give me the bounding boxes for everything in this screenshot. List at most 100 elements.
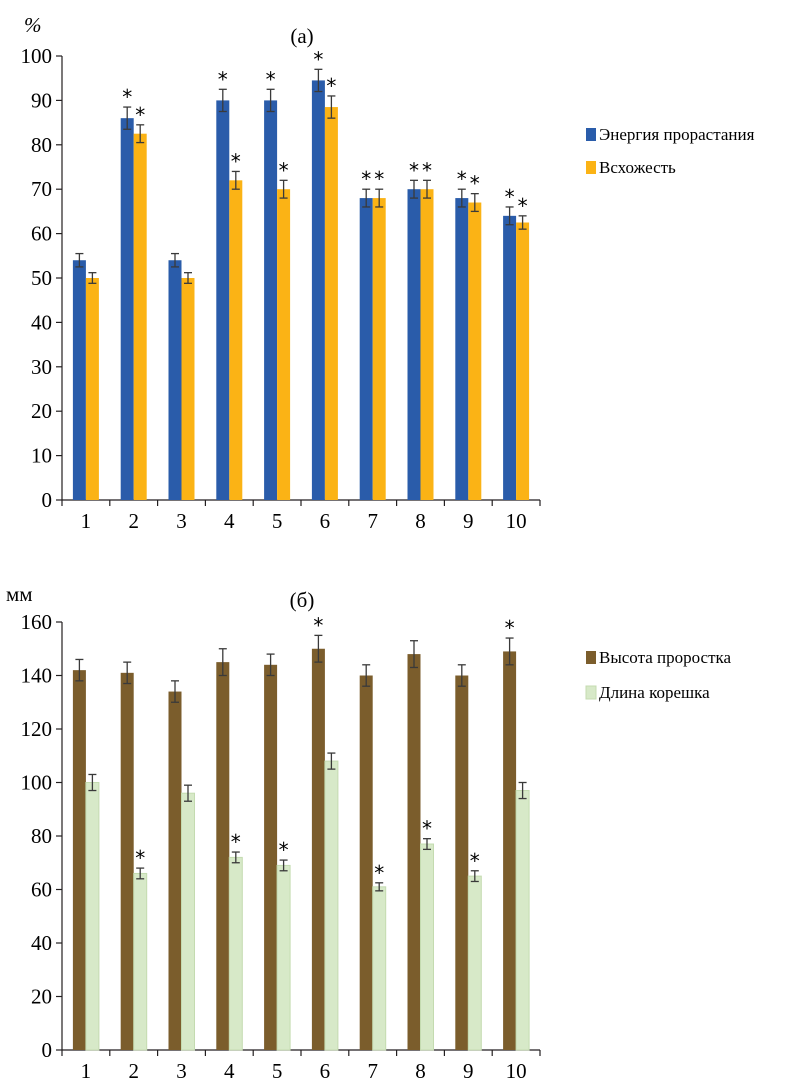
chart-b-y-tick-label: 140 <box>21 664 53 688</box>
chart-b-bar <box>216 662 230 1050</box>
chart-a-bar <box>229 180 243 500</box>
chart-a-significance-mark: * <box>470 172 480 196</box>
chart-a-significance-mark: * <box>231 149 241 173</box>
chart-b-bar <box>168 691 182 1050</box>
chart-b-legend-swatch <box>586 651 596 664</box>
chart-b-x-tick-label: 10 <box>506 1059 527 1079</box>
chart-a-bar <box>359 198 373 500</box>
chart-a-significance-mark: * <box>326 74 336 98</box>
chart-b-bar <box>276 864 291 1051</box>
chart-a-bar <box>455 198 469 500</box>
chart-a-y-tick-label: 10 <box>31 444 52 468</box>
chart-a-significance-mark: * <box>279 158 289 182</box>
chart-a-y-tick-label: 60 <box>31 222 52 246</box>
chart-a-legend-label: Всхожесть <box>599 158 676 177</box>
chart-b-bar <box>359 675 373 1050</box>
chart-b-bar <box>133 872 148 1051</box>
chart-a-bar <box>181 278 195 500</box>
chart-b-y-tick-label: 60 <box>31 878 52 902</box>
chart-b-y-tick-label: 100 <box>21 771 53 795</box>
chart-a-x-tick-label: 9 <box>463 509 474 533</box>
chart-a-significance-mark: * <box>266 67 276 91</box>
chart-a-bar <box>468 202 482 500</box>
chart-b-legend-label: Длина корешка <box>599 683 710 702</box>
chart-a-x-tick-label: 3 <box>176 509 187 533</box>
chart-a-y-tick-label: 50 <box>31 266 52 290</box>
chart-a-bar <box>407 189 421 500</box>
chart-b-x-tick-label: 8 <box>415 1059 426 1079</box>
chart-a-significance-mark: * <box>135 103 145 127</box>
chart-a-unit-label: % <box>24 13 42 37</box>
chart-b-bar <box>515 790 530 1051</box>
chart-b-significance-mark: * <box>470 849 480 873</box>
chart-a-legend: Энергия прорастания Всхожесть <box>586 125 755 177</box>
chart-a-significance-mark: * <box>218 67 228 91</box>
chart-b-bars: * * * * * * * * <box>72 613 530 1051</box>
chart-a-bar <box>503 215 517 500</box>
chart-b-y-tick-label: 20 <box>31 985 52 1009</box>
chart-a-y-tick-label: 20 <box>31 399 52 423</box>
chart-b-y-tick-label: 160 <box>21 610 53 634</box>
chart-b-legend-label: Высота проростка <box>599 648 732 667</box>
chart-a-bar <box>516 222 530 500</box>
chart-b-bar <box>120 672 134 1050</box>
chart-a-significance-mark: * <box>505 185 515 209</box>
chart-a-y-tick-label: 30 <box>31 355 52 379</box>
chart-a-bar <box>133 133 147 500</box>
chart-a-y-tick-label: 90 <box>31 88 52 112</box>
chart-b-bar <box>467 875 482 1051</box>
chart-b-x-tick-label: 3 <box>176 1059 187 1079</box>
chart-a-legend-swatch <box>586 128 596 141</box>
chart-b-bar <box>311 648 325 1050</box>
chart-b-bar <box>72 670 86 1050</box>
chart-b-y-tick-label: 0 <box>42 1038 53 1062</box>
chart-b-bar <box>228 856 243 1051</box>
chart-b-legend: Высота проростка Длина корешка <box>585 648 732 702</box>
chart-a-x-tick-label: 8 <box>415 509 426 533</box>
chart-b-significance-mark: * <box>313 613 323 637</box>
chart-a-x-tick-label: 4 <box>224 509 235 533</box>
chart-a-bar <box>324 107 338 500</box>
chart-a-x-tick-label: 10 <box>506 509 527 533</box>
chart-a-bar <box>311 80 325 501</box>
chart-b-bar <box>324 760 339 1051</box>
chart-b-y-tick-label: 80 <box>31 824 52 848</box>
chart-b-bar <box>455 675 469 1050</box>
chart-a-bar <box>420 189 434 500</box>
chart-a-significance-mark: * <box>374 167 384 191</box>
chart-b-bar <box>85 782 100 1051</box>
chart-a-title: (a) <box>290 24 313 48</box>
chart-a-bar <box>372 198 386 500</box>
chart-a-y-tick-label: 0 <box>42 488 53 512</box>
chart-a-bar <box>72 260 86 500</box>
chart-a-bar <box>120 118 134 500</box>
chart-a-bar <box>277 189 291 500</box>
chart-a-x-tick-label: 2 <box>128 509 139 533</box>
chart-b-x-tick-label: 1 <box>81 1059 92 1079</box>
chart-a-bars: ** *** * **** *** *** <box>72 47 530 501</box>
chart-a-x-tick-label: 7 <box>367 509 378 533</box>
chart-b-x-tick-label: 6 <box>320 1059 331 1079</box>
chart-b-significance-mark: * <box>279 838 289 862</box>
chart-a-axes: 0 10 20 30 40 50 60 70 80 90 100 1 2 3 4 5 6 7 8 9 10 <box>21 44 541 533</box>
chart-b-y-tick-label: 120 <box>21 717 53 741</box>
chart-a-significance-mark: * <box>313 47 323 71</box>
chart-a-x-tick-label: 6 <box>320 509 331 533</box>
chart-b-bar <box>264 664 278 1050</box>
chart-a-bar <box>85 278 99 500</box>
chart-b-unit-label: мм <box>6 582 33 606</box>
chart-b-x-tick-label: 5 <box>272 1059 283 1079</box>
chart-a-y-tick-label: 100 <box>21 44 53 68</box>
chart-a-significance-mark: * <box>122 85 132 109</box>
chart-a-x-tick-label: 1 <box>81 509 92 533</box>
chart-b-bar <box>503 651 517 1050</box>
chart-b-x-tick-label: 4 <box>224 1059 235 1079</box>
chart-b-bar <box>407 654 421 1050</box>
chart-b-x-tick-label: 7 <box>367 1059 378 1079</box>
chart-a-y-tick-label: 40 <box>31 310 52 334</box>
chart-b-bar <box>372 886 387 1051</box>
chart-a-bar <box>264 100 278 501</box>
